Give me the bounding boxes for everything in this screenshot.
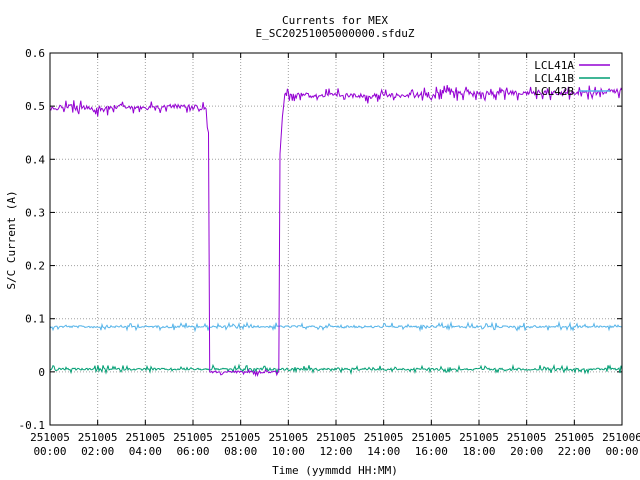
x-tick-label-date: 251005: [268, 431, 308, 444]
x-tick-label-time: 12:00: [319, 445, 352, 458]
x-tick-label-date: 251005: [316, 431, 356, 444]
y-tick-label: 0.4: [25, 153, 45, 166]
chart-subtitle: E_SC20251005000000.sfduZ: [256, 27, 415, 40]
legend-label: LCL42B: [534, 85, 574, 98]
y-tick-label: 0.5: [25, 100, 45, 113]
series-line-lcl41b: [49, 363, 623, 376]
chart-title: Currents for MEX: [282, 14, 388, 27]
series-line-lcl41a: [49, 85, 623, 378]
x-tick-label-time: 22:00: [558, 445, 591, 458]
legend-label: LCL41A: [534, 59, 574, 72]
x-tick-label-time: 06:00: [176, 445, 209, 458]
x-tick-label-time: 00:00: [605, 445, 638, 458]
x-tick-label-date: 251005: [221, 431, 261, 444]
x-tick-label-date: 251005: [125, 431, 165, 444]
x-tick-label-time: 16:00: [415, 445, 448, 458]
x-tick-label-date: 251005: [30, 431, 70, 444]
x-tick-label-time: 18:00: [462, 445, 495, 458]
x-tick-label-date: 251005: [554, 431, 594, 444]
y-tick-label: 0: [38, 366, 45, 379]
y-tick-label: 0.6: [25, 47, 45, 60]
x-tick-label-date: 251005: [173, 431, 213, 444]
plot-frame: [49, 52, 623, 426]
x-tick-label-date: 251005: [507, 431, 547, 444]
y-axis-label: S/C Current (A): [5, 190, 18, 289]
x-tick-label-time: 14:00: [367, 445, 400, 458]
x-tick-label-date: 251005: [78, 431, 118, 444]
y-tick-label: 0.1: [25, 313, 45, 326]
grid: [50, 53, 622, 425]
y-tick-label: 0.3: [25, 206, 45, 219]
x-tick-label-date: 251005: [364, 431, 404, 444]
x-tick-label-time: 20:00: [510, 445, 543, 458]
axis-ticks: 25100500:0025100502:0025100504:002510050…: [19, 47, 640, 458]
x-tick-label-date: 251005: [459, 431, 499, 444]
x-axis-label: Time (yymmdd HH:MM): [272, 464, 398, 477]
x-tick-label-time: 00:00: [33, 445, 66, 458]
x-tick-label-time: 04:00: [129, 445, 162, 458]
y-tick-label: 0.2: [25, 260, 45, 273]
series-lines: [49, 85, 623, 378]
x-tick-label-date: 251005: [411, 431, 451, 444]
series-line-lcl42b: [49, 320, 623, 333]
x-tick-label-time: 02:00: [81, 445, 114, 458]
x-tick-label-time: 08:00: [224, 445, 257, 458]
x-tick-label-date: 251006: [602, 431, 640, 444]
legend-label: LCL41B: [534, 72, 574, 85]
x-tick-label-time: 10:00: [272, 445, 305, 458]
y-tick-label: -0.1: [19, 419, 46, 432]
